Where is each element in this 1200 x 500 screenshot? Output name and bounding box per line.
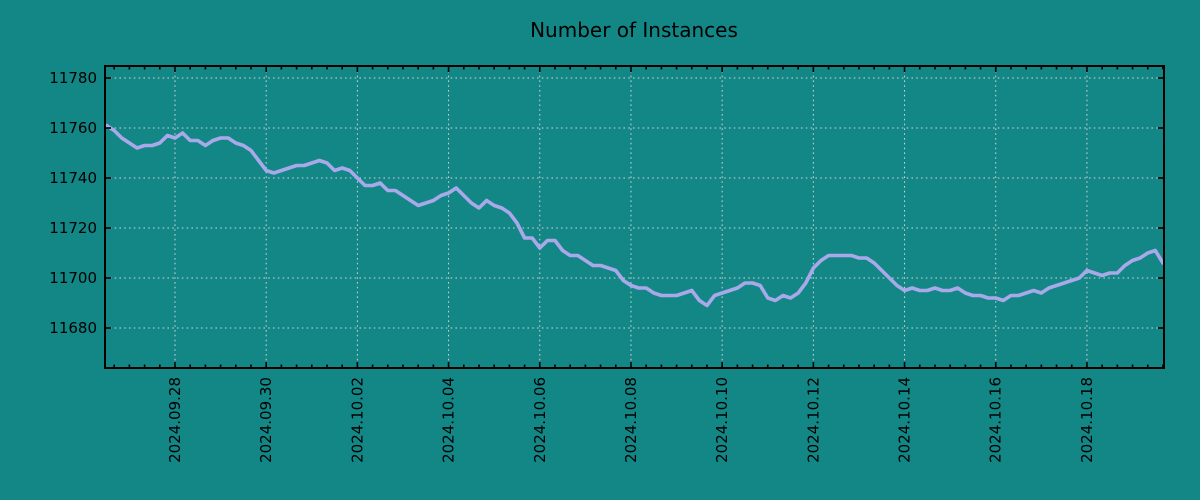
series-line-instances: [104, 123, 1165, 308]
y-axis-tick-labels: 11680 11700 11720 11740 11760 11780: [49, 69, 97, 337]
x-tick-label: 2024.10.16: [987, 377, 1005, 463]
y-tick-label: 11740: [49, 169, 97, 187]
x-tick-label: 2024.10.04: [440, 377, 458, 463]
y-tick-label: 11680: [49, 319, 97, 337]
y-tick-label: 11760: [49, 119, 97, 137]
x-tick-label: 2024.10.08: [622, 377, 640, 463]
x-tick-label: 2024.10.06: [531, 377, 549, 463]
x-tick-label: 2024.10.10: [713, 377, 731, 463]
chart-title: Number of Instances: [530, 18, 738, 42]
x-tick-label: 2024.09.28: [166, 377, 184, 463]
x-tick-label: 2024.09.30: [257, 377, 275, 463]
y-tick-label: 11700: [49, 269, 97, 287]
plot-border: [104, 65, 1165, 369]
x-axis-tick-labels: 2024.09.28 2024.09.30 2024.10.02 2024.10.04…: [166, 377, 1096, 463]
y-tick-label: 11780: [49, 69, 97, 87]
x-tick-label: 2024.10.12: [804, 377, 822, 463]
grid-lines: [105, 66, 1164, 368]
axis-ticks: [105, 66, 1164, 368]
x-tick-label: 2024.10.18: [1078, 377, 1096, 463]
x-tick-label: 2024.10.14: [896, 377, 914, 463]
y-tick-label: 11720: [49, 219, 97, 237]
x-tick-label: 2024.10.02: [348, 377, 366, 463]
